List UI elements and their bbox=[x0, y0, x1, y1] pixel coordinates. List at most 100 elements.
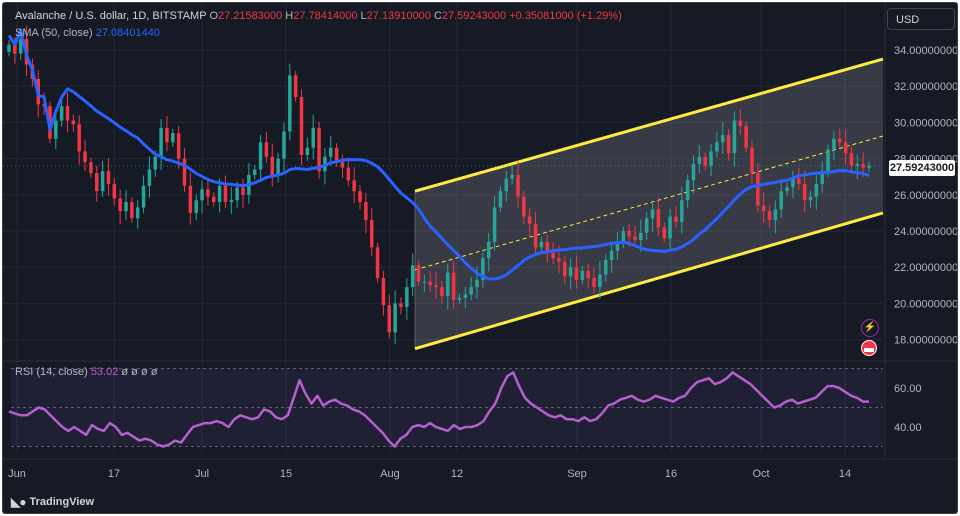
tradingview-logo[interactable]: ◣● TradingView bbox=[11, 495, 94, 509]
time-tick-label: 17 bbox=[108, 468, 120, 480]
price-tick-label: 26.00000000 bbox=[894, 190, 957, 202]
candle-body bbox=[18, 39, 23, 54]
candle-body bbox=[650, 209, 655, 219]
candle-body bbox=[773, 209, 778, 221]
rsi-tick-label: 40.00 bbox=[894, 422, 922, 434]
candle-body bbox=[311, 127, 315, 148]
candle-body bbox=[106, 171, 111, 184]
low-label: L bbox=[360, 10, 367, 22]
candle-body bbox=[545, 241, 549, 253]
candle-body bbox=[791, 178, 795, 188]
candle-body bbox=[797, 178, 801, 184]
rsi-extra-values: ø ø ø ø bbox=[121, 366, 158, 378]
candle-body bbox=[785, 187, 789, 192]
candle-body bbox=[334, 147, 339, 163]
time-tick-label: 14 bbox=[839, 468, 851, 480]
high-label: H bbox=[285, 10, 294, 22]
candle-body bbox=[59, 106, 64, 121]
candle-body bbox=[832, 138, 836, 150]
currency-button[interactable]: USD bbox=[887, 8, 955, 30]
candle-body bbox=[440, 287, 444, 297]
rsi-line bbox=[8, 371, 869, 448]
candle-body bbox=[492, 207, 497, 242]
candle-body bbox=[691, 164, 696, 181]
candle-body bbox=[609, 250, 614, 260]
open-value: 27.21583000 bbox=[218, 10, 283, 22]
candle-body bbox=[135, 207, 140, 219]
candle-body bbox=[475, 279, 479, 288]
price-tick-label: 30.00000000 bbox=[894, 117, 957, 129]
candle-body bbox=[276, 158, 280, 175]
candle-body bbox=[159, 127, 163, 157]
candle-body bbox=[656, 209, 661, 228]
candle-body bbox=[703, 156, 707, 166]
us-flag-icon[interactable] bbox=[861, 340, 877, 356]
candle-body bbox=[399, 303, 403, 308]
symbol-name[interactable]: Avalanche / U.S. dollar, 1D, BITSTAMP bbox=[15, 10, 207, 22]
candle-body bbox=[551, 252, 555, 259]
low-value: 27.13910000 bbox=[366, 10, 431, 22]
candle-body bbox=[375, 247, 380, 279]
candle-body bbox=[329, 147, 333, 157]
candle-body bbox=[726, 135, 731, 154]
candle-body bbox=[65, 106, 70, 121]
rsi-legend[interactable]: RSI (14, close) 53.02 ø ø ø ø bbox=[15, 366, 157, 378]
candle-body bbox=[346, 167, 351, 181]
candle-body bbox=[235, 187, 239, 201]
candle-body bbox=[95, 173, 99, 192]
channel-upper-line bbox=[414, 57, 884, 193]
candle-body bbox=[434, 285, 438, 288]
candle-body bbox=[639, 232, 643, 241]
candle-body bbox=[802, 183, 807, 201]
candle-body bbox=[387, 305, 392, 333]
close-value: 27.59243000 bbox=[441, 10, 507, 22]
candle-body bbox=[855, 164, 860, 166]
channel-lower-line bbox=[414, 211, 884, 351]
sma-legend[interactable]: SMA (50, close) 27.08401440 bbox=[15, 27, 160, 39]
candle-body bbox=[674, 216, 678, 222]
candle-body bbox=[54, 120, 58, 139]
candle-body bbox=[428, 281, 432, 286]
candle-body bbox=[141, 185, 146, 208]
candle-body bbox=[481, 258, 485, 280]
candle-body bbox=[77, 124, 81, 152]
candle-body bbox=[229, 200, 234, 203]
time-tick-label: 15 bbox=[280, 468, 292, 480]
last-price-tag: 27.59243000 bbox=[889, 160, 955, 176]
candle-body bbox=[358, 191, 362, 203]
candle-body bbox=[680, 200, 684, 222]
candle-body bbox=[516, 174, 520, 197]
price-chart[interactable]: 34.0000000032.0000000030.0000000028.0000… bbox=[3, 3, 957, 513]
candle-body bbox=[732, 120, 737, 154]
time-tick-label: 12 bbox=[451, 468, 463, 480]
candle-body bbox=[393, 303, 397, 333]
rsi-label: RSI (14, close) bbox=[15, 366, 88, 378]
alert-lightning-icon[interactable]: ⚡ bbox=[861, 319, 879, 337]
close-label: C bbox=[433, 10, 442, 22]
candle-body bbox=[603, 259, 608, 275]
candle-body bbox=[451, 272, 456, 300]
candle-body bbox=[416, 265, 421, 282]
price-tick-label: 20.00000000 bbox=[894, 298, 957, 310]
change-value: +0.35081000 (+1.29%) bbox=[509, 10, 622, 22]
candle-body bbox=[171, 133, 175, 143]
rsi-value: 53.02 bbox=[90, 366, 119, 378]
candle-body bbox=[410, 265, 415, 288]
candle-body bbox=[779, 191, 783, 210]
candle-body bbox=[486, 241, 491, 259]
time-tick-label: Aug bbox=[380, 468, 400, 480]
candle-body bbox=[574, 267, 579, 280]
candle-body bbox=[71, 120, 76, 125]
tradingview-logo-icon: ◣● bbox=[11, 495, 27, 509]
candle-body bbox=[317, 127, 321, 172]
candle-body bbox=[498, 191, 503, 208]
candle-body bbox=[756, 173, 760, 206]
candle-body bbox=[165, 127, 169, 143]
candle-body bbox=[182, 158, 187, 186]
time-tick-label: Jun bbox=[8, 468, 26, 480]
candle-body bbox=[299, 97, 304, 155]
candle-body bbox=[457, 297, 462, 300]
sma-label: SMA (50, close) bbox=[15, 27, 93, 39]
candle-body bbox=[100, 171, 105, 192]
